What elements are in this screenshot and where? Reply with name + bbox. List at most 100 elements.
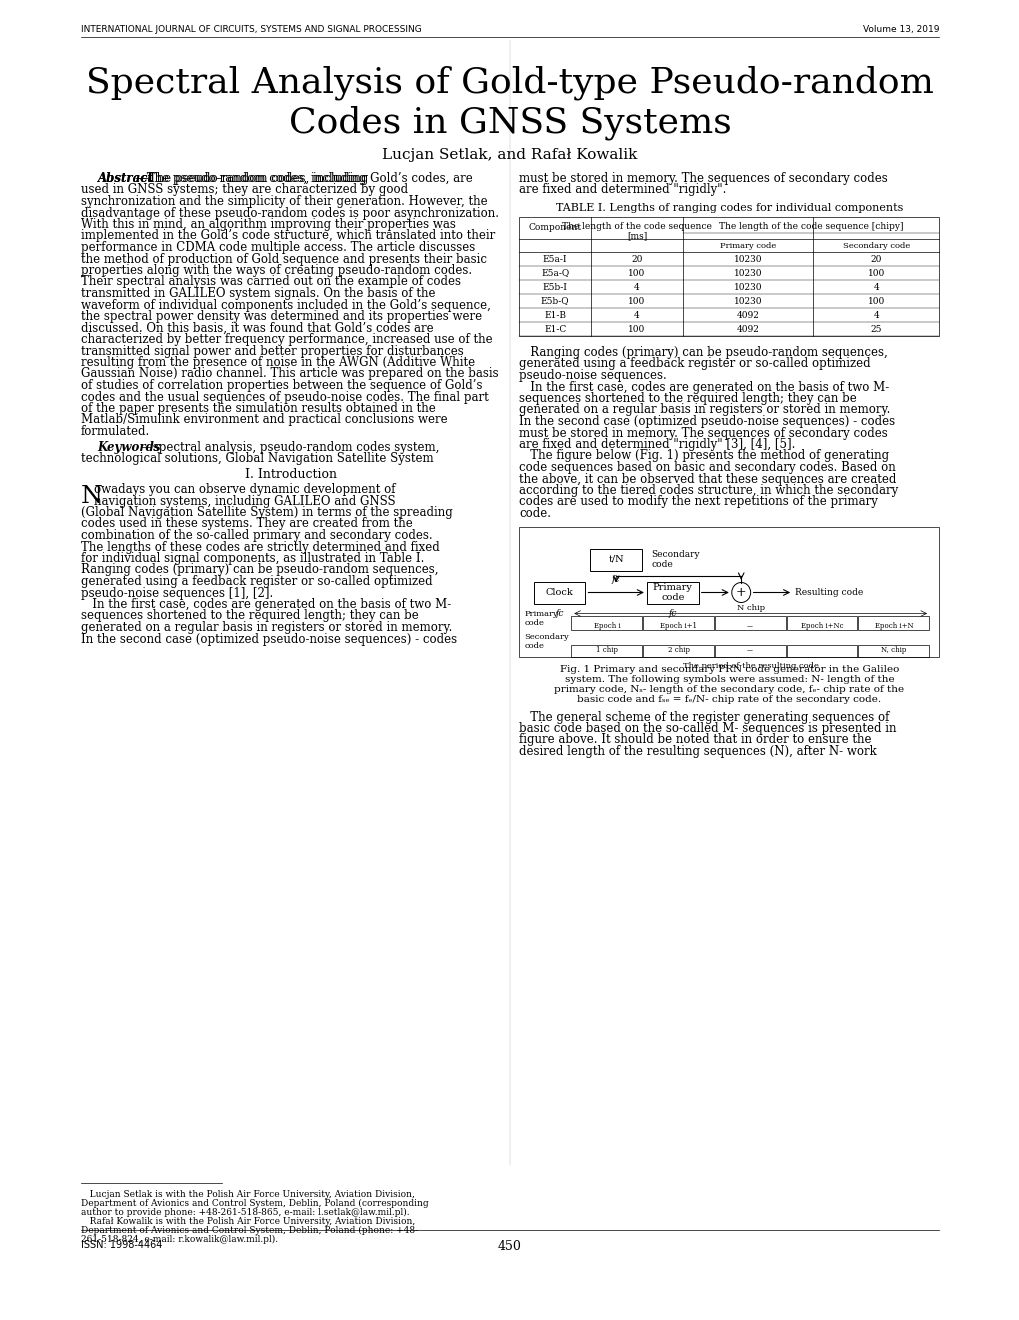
Text: INTERNATIONAL JOURNAL OF CIRCUITS, SYSTEMS AND SIGNAL PROCESSING: INTERNATIONAL JOURNAL OF CIRCUITS, SYSTE… (81, 25, 421, 34)
Text: ––: –– (747, 623, 753, 631)
Text: E5a-Q: E5a-Q (540, 268, 569, 277)
Text: 100: 100 (867, 268, 884, 277)
Text: ISSN: 1998-4464: ISSN: 1998-4464 (81, 1239, 162, 1250)
Text: 1 chip: 1 chip (596, 647, 618, 655)
Text: of studies of correlation properties between the sequence of Gold’s: of studies of correlation properties bet… (81, 379, 482, 392)
Bar (646, 582, 698, 603)
Text: E5b-I: E5b-I (542, 282, 567, 292)
Text: owadays you can observe dynamic development of: owadays you can observe dynamic developm… (94, 483, 395, 496)
Text: Ranging codes (primary) can be pseudo-random sequences,: Ranging codes (primary) can be pseudo-ra… (81, 564, 438, 577)
Text: Abstract: Abstract (98, 172, 153, 185)
Text: figure above. It should be noted that in order to ensure the: figure above. It should be noted that in… (519, 734, 871, 747)
Text: The period of the resulting code: The period of the resulting code (682, 661, 818, 669)
Text: generated on a regular basis in registers or stored in memory.: generated on a regular basis in register… (81, 620, 451, 634)
Text: Epoch i+Nc: Epoch i+Nc (800, 623, 843, 631)
Text: Matlab/Simulink environment and practical conclusions were: Matlab/Simulink environment and practica… (81, 413, 446, 426)
Text: 4092: 4092 (736, 310, 759, 319)
Text: Component: Component (528, 223, 581, 232)
Text: for individual signal components, as illustrated in Table I.: for individual signal components, as ill… (81, 552, 424, 565)
Text: 100: 100 (628, 325, 645, 334)
Text: according to the tiered codes structure, in which the secondary: according to the tiered codes structure,… (519, 484, 898, 498)
Text: primary code, Nₛ- length of the secondary code, fₑ- chip rate of the: primary code, Nₛ- length of the secondar… (553, 685, 904, 693)
Text: fc: fc (554, 609, 564, 618)
Text: transmitted signal power and better properties for disturbances: transmitted signal power and better prop… (81, 345, 463, 358)
Bar (571, 644, 642, 656)
Text: (Global Navigation Satellite System) in terms of the spreading: (Global Navigation Satellite System) in … (81, 506, 451, 519)
Text: In the first case, codes are generated on the basis of two M-: In the first case, codes are generated o… (81, 598, 450, 611)
Text: With this in mind, an algorithm improving their properties was: With this in mind, an algorithm improvin… (81, 218, 455, 231)
Text: E1-C: E1-C (543, 325, 566, 334)
Text: synchronization and the simplicity of their generation. However, the: synchronization and the simplicity of th… (81, 195, 487, 209)
Text: 100: 100 (628, 268, 645, 277)
Text: Spectral Analysis of Gold-type Pseudo-random: Spectral Analysis of Gold-type Pseudo-ra… (86, 65, 933, 99)
Text: The general scheme of the register generating sequences of: The general scheme of the register gener… (519, 710, 889, 723)
Text: Abstract: Abstract (98, 172, 153, 185)
Text: code sequences based on basic and secondary codes. Based on: code sequences based on basic and second… (519, 461, 896, 474)
Text: t/N: t/N (607, 554, 624, 564)
Text: must be stored in memory. The sequences of secondary codes: must be stored in memory. The sequences … (519, 172, 888, 185)
Text: +: + (735, 586, 746, 599)
Text: Ranging codes (primary) can be pseudo-random sequences,: Ranging codes (primary) can be pseudo-ra… (519, 346, 888, 359)
Text: 10230: 10230 (734, 268, 762, 277)
Text: Secondary
code: Secondary code (651, 550, 699, 569)
Text: In the first case, codes are generated on the basis of two M-: In the first case, codes are generated o… (519, 380, 889, 393)
Text: —The pseudo-random codes, including: —The pseudo-random codes, including (138, 172, 372, 185)
Text: N chip: N chip (736, 603, 764, 611)
Text: —The pseudo-random codes, including Gold’s codes, are: —The pseudo-random codes, including Gold… (136, 172, 473, 185)
Bar (857, 644, 928, 656)
Text: [ms]: [ms] (627, 231, 646, 240)
Text: In the second case (optimized pseudo-noise sequences) - codes: In the second case (optimized pseudo-noi… (81, 632, 457, 645)
Text: are fixed and determined "rigidly" [3], [4], [5].: are fixed and determined "rigidly" [3], … (519, 438, 795, 451)
Text: 100: 100 (628, 297, 645, 305)
Text: Fig. 1 Primary and secondary PRN code generator in the Galileo: Fig. 1 Primary and secondary PRN code ge… (559, 664, 898, 673)
Text: The lengths of these codes are strictly determined and fixed: The lengths of these codes are strictly … (81, 540, 439, 553)
Text: —spectral analysis, pseudo-random codes system,: —spectral analysis, pseudo-random codes … (141, 441, 439, 454)
Text: The length of the code sequence: The length of the code sequence (561, 222, 711, 231)
Text: implemented in the Gold’s code structure, which translated into their: implemented in the Gold’s code structure… (81, 230, 494, 243)
Text: E5a-I: E5a-I (542, 255, 567, 264)
Text: Primary code: Primary code (719, 242, 775, 249)
Text: must be stored in memory. The sequences of secondary codes: must be stored in memory. The sequences … (519, 426, 888, 440)
Text: pseudo-noise sequences [1], [2].: pseudo-noise sequences [1], [2]. (81, 586, 272, 599)
Text: 20: 20 (631, 255, 642, 264)
Text: basic code and fₛₑ = fₑ/N- chip rate of the secondary code.: basic code and fₛₑ = fₑ/N- chip rate of … (577, 694, 880, 704)
Text: Lucjan Setlak is with the Polish Air Force University, Aviation Division,: Lucjan Setlak is with the Polish Air For… (81, 1191, 414, 1199)
Text: Department of Avionics and Control System, Deblin, Poland (phone: +48-: Department of Avionics and Control Syste… (81, 1226, 418, 1236)
Bar (642, 615, 713, 630)
Text: 4: 4 (872, 282, 878, 292)
Text: Gaussian Noise) radio channel. This article was prepared on the basis: Gaussian Noise) radio channel. This arti… (81, 367, 497, 380)
Text: fc: fc (611, 576, 620, 585)
Text: E5b-Q: E5b-Q (540, 297, 569, 305)
Text: discussed. On this basis, it was found that Gold’s codes are: discussed. On this basis, it was found t… (81, 322, 433, 334)
Text: ––: –– (747, 647, 753, 655)
Text: basic code based on the so-called M- sequences is presented in: basic code based on the so-called M- seq… (519, 722, 896, 735)
Text: Department of Avionics and Control System, Deblin, Poland (corresponding: Department of Avionics and Control Syste… (81, 1199, 428, 1208)
Text: N: N (81, 484, 102, 508)
Text: Clock: Clock (545, 587, 573, 597)
Text: the method of production of Gold sequence and presents their basic: the method of production of Gold sequenc… (81, 252, 486, 265)
Text: In the second case (optimized pseudo-noise sequences) - codes: In the second case (optimized pseudo-noi… (519, 414, 895, 428)
Text: characterized by better frequency performance, increased use of the: characterized by better frequency perfor… (81, 333, 492, 346)
Text: I. Introduction: I. Introduction (245, 467, 336, 480)
Text: generated on a regular basis in registers or stored in memory.: generated on a regular basis in register… (519, 404, 890, 417)
Text: Epoch i+N: Epoch i+N (874, 623, 913, 631)
Text: 10230: 10230 (734, 255, 762, 264)
Text: transmitted in GALILEO system signals. On the basis of the: transmitted in GALILEO system signals. O… (81, 286, 435, 300)
Text: Volume 13, 2019: Volume 13, 2019 (862, 25, 938, 34)
Text: are fixed and determined "rigidly".: are fixed and determined "rigidly". (519, 183, 727, 197)
Text: 10230: 10230 (734, 297, 762, 305)
Bar (519, 527, 938, 656)
Text: Primary
code: Primary code (524, 610, 557, 627)
Text: used in GNSS systems; they are characterized by good: used in GNSS systems; they are character… (81, 183, 408, 197)
Text: the spectral power density was determined and its properties were: the spectral power density was determine… (81, 310, 481, 323)
Text: pseudo-noise sequences.: pseudo-noise sequences. (519, 370, 666, 381)
Bar (519, 216, 938, 337)
Text: codes used in these systems. They are created from the: codes used in these systems. They are cr… (81, 517, 412, 531)
Text: Secondary code: Secondary code (842, 242, 909, 249)
Text: Keywords: Keywords (98, 441, 161, 454)
Text: Epoch i+1: Epoch i+1 (659, 623, 697, 631)
Text: generated using a feedback register or so-called optimized: generated using a feedback register or s… (519, 358, 870, 371)
Text: properties along with the ways of creating pseudo-random codes.: properties along with the ways of creati… (81, 264, 471, 277)
Bar (533, 582, 585, 603)
Text: 10230: 10230 (734, 282, 762, 292)
